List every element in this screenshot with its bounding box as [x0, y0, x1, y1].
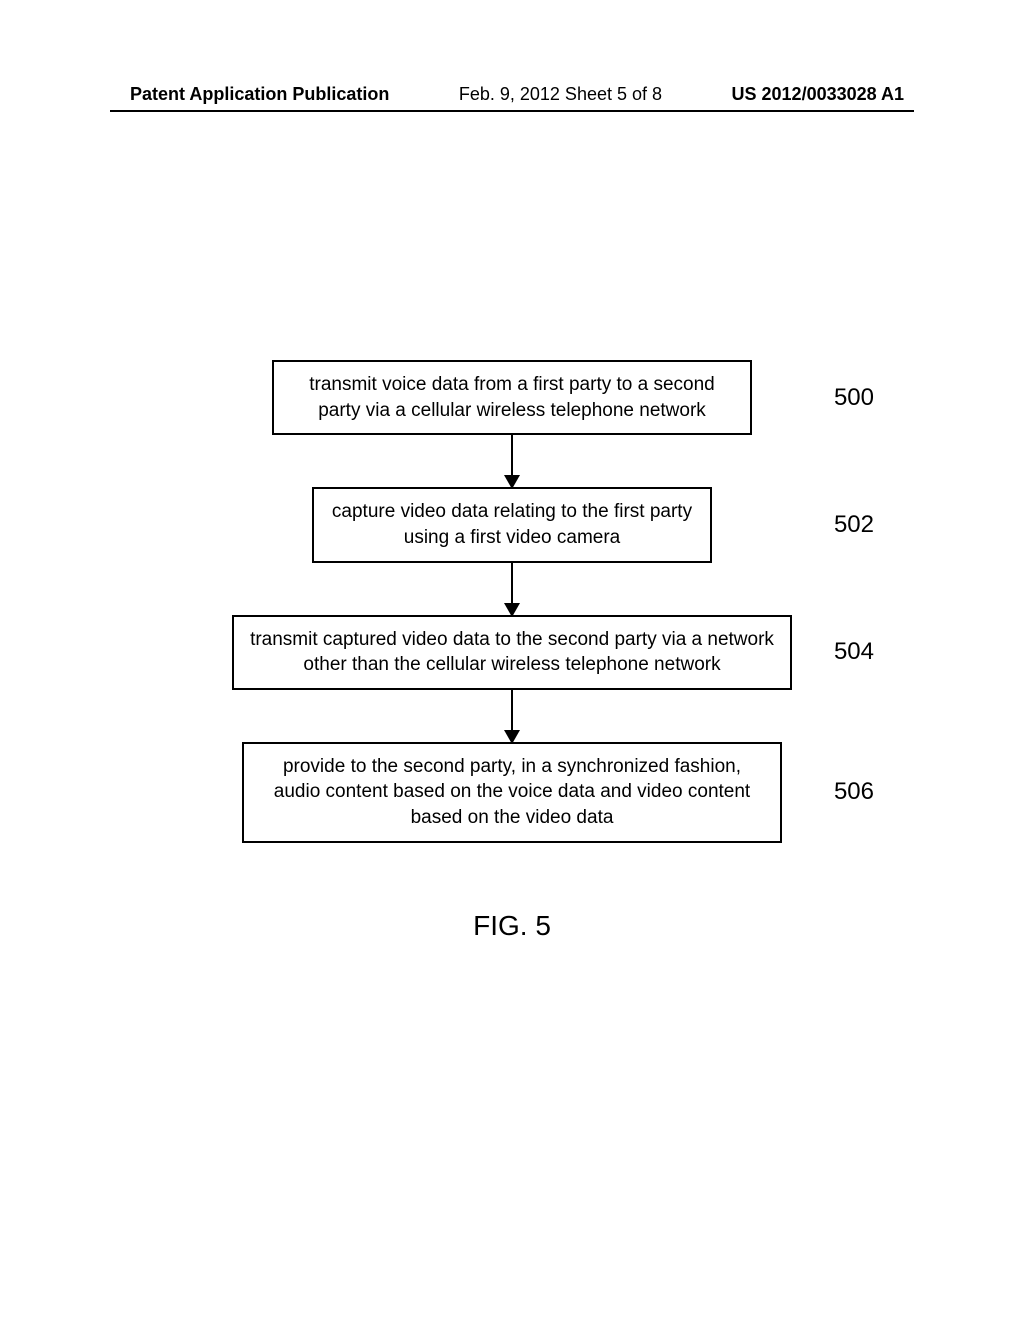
ref-label: 502	[834, 511, 874, 539]
flow-step-502: capture video data relating to the first…	[0, 487, 1024, 562]
ref-label: 500	[834, 384, 874, 412]
arrow-down	[0, 690, 1024, 742]
header-pub-number: US 2012/0033028 A1	[732, 84, 904, 105]
flowchart: transmit voice data from a first party t…	[0, 360, 1024, 843]
flow-box: capture video data relating to the first…	[312, 487, 712, 562]
flow-box: provide to the second party, in a synchr…	[242, 742, 782, 843]
arrow-down	[0, 435, 1024, 487]
header-rule	[110, 110, 914, 112]
header-row: Patent Application Publication Feb. 9, 2…	[0, 84, 1024, 105]
ref-label: 506	[834, 778, 874, 806]
flow-step-504: transmit captured video data to the seco…	[0, 615, 1024, 690]
flow-step-506: provide to the second party, in a synchr…	[0, 742, 1024, 843]
flow-step-500: transmit voice data from a first party t…	[0, 360, 1024, 435]
header-publication: Patent Application Publication	[130, 84, 389, 105]
flow-box: transmit voice data from a first party t…	[272, 360, 752, 435]
page: Patent Application Publication Feb. 9, 2…	[0, 0, 1024, 1320]
flow-box: transmit captured video data to the seco…	[232, 615, 792, 690]
ref-label: 504	[834, 638, 874, 666]
header-date-sheet: Feb. 9, 2012 Sheet 5 of 8	[459, 84, 662, 105]
arrow-down	[0, 563, 1024, 615]
figure-caption: FIG. 5	[0, 910, 1024, 942]
